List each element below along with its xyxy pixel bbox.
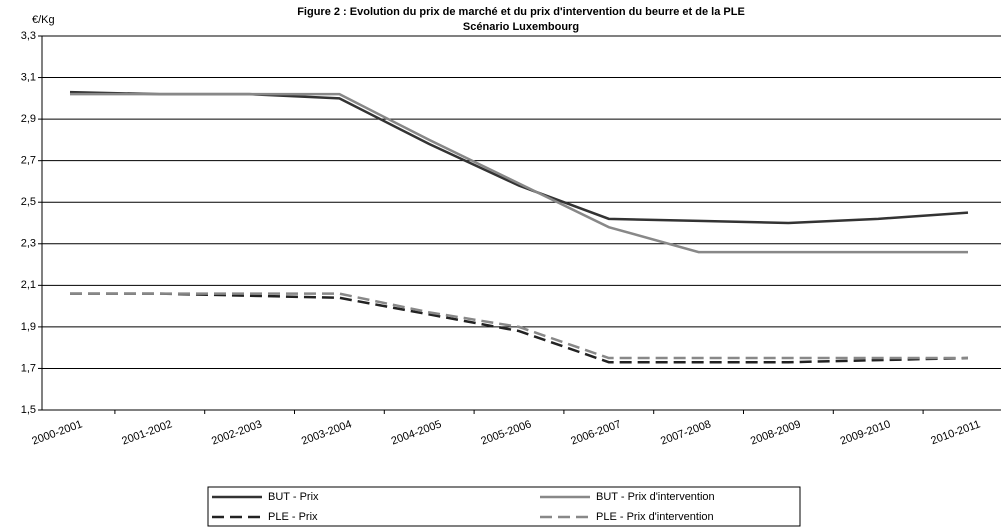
y-tick-label: 2,3 <box>21 238 36 250</box>
y-axis-label: €/Kg <box>32 14 55 26</box>
y-tick-label: 2,7 <box>21 155 36 167</box>
x-tick-label: 2006-2007 <box>569 418 623 447</box>
legend-box <box>207 486 801 527</box>
y-tick-label: 3,1 <box>21 71 36 83</box>
y-tick-label: 2,5 <box>21 196 36 208</box>
chart-subtitle: Scénario Luxembourg <box>463 21 579 33</box>
y-tick-label: 3,3 <box>21 30 36 42</box>
y-tick-label: 2,1 <box>21 279 36 291</box>
y-tick-label: 2,9 <box>21 113 36 125</box>
line-series <box>70 292 969 364</box>
y-tick-label: 1,7 <box>21 362 36 374</box>
x-tick-label: 2005-2006 <box>479 418 533 447</box>
x-tick-label: 2008-2009 <box>749 418 803 447</box>
x-tick-label: 2003-2004 <box>300 418 354 447</box>
chart-title: Figure 2 : Evolution du prix de marché e… <box>297 6 745 18</box>
x-tick-label: 2000-2001 <box>30 418 84 447</box>
y-tick-label: 1,5 <box>21 404 36 416</box>
x-tick-label: 2001-2002 <box>120 418 174 447</box>
x-tick-label: 2009-2010 <box>839 418 893 447</box>
x-tick-label: 2002-2003 <box>210 418 264 447</box>
x-tick-label: 2007-2008 <box>659 418 713 447</box>
y-tick-label: 1,9 <box>21 321 36 333</box>
legend-label: BUT - Prix d'intervention <box>596 491 715 503</box>
x-tick-label: 2004-2005 <box>390 418 444 447</box>
line-series <box>70 292 968 360</box>
line-series <box>70 92 968 254</box>
legend-label: PLE - Prix <box>268 511 318 523</box>
legend-label: BUT - Prix <box>268 491 319 503</box>
x-tick-label: 2010-2011 <box>929 418 982 447</box>
legend-label: PLE - Prix d'intervention <box>596 511 714 523</box>
line-series <box>69 90 969 225</box>
